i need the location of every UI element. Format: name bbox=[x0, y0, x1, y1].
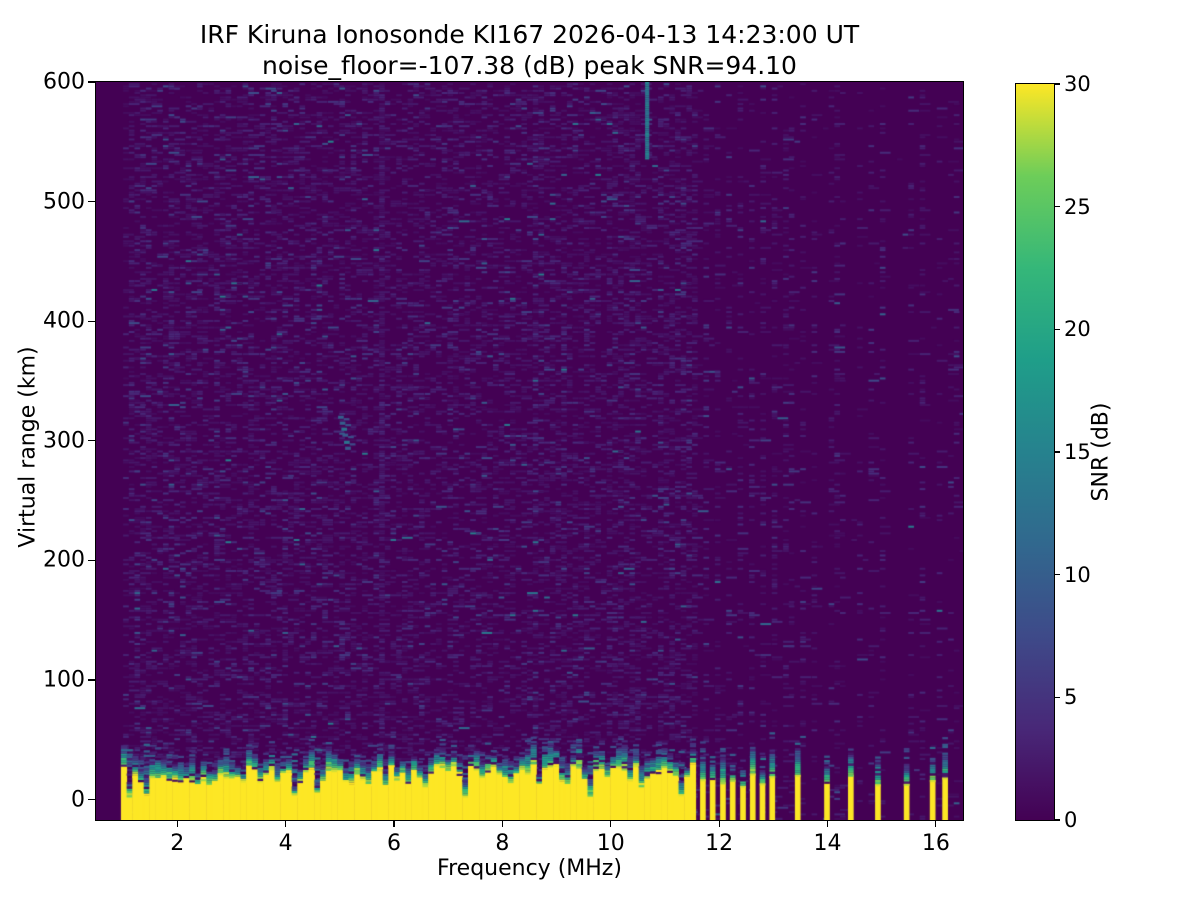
colorbar-tick-mark bbox=[1054, 696, 1060, 698]
y-tick-mark bbox=[88, 440, 95, 442]
colorbar-label: SNR (dB) bbox=[1088, 402, 1114, 502]
x-tick-mark bbox=[393, 820, 395, 827]
colorbar-tick-mark bbox=[1054, 451, 1060, 453]
x-tick-mark bbox=[935, 820, 937, 827]
x-tick-label: 14 bbox=[813, 831, 842, 856]
figure-title: IRF Kiruna Ionosonde KI167 2026-04-13 14… bbox=[96, 19, 963, 81]
plot-area bbox=[95, 81, 964, 821]
y-tick-mark bbox=[88, 81, 95, 83]
colorbar-tick-label: 25 bbox=[1064, 194, 1091, 219]
colorbar-tick-mark bbox=[1054, 328, 1060, 330]
x-tick-label: 12 bbox=[705, 831, 734, 856]
colorbar-tick-label: 0 bbox=[1064, 808, 1078, 832]
x-tick-label: 10 bbox=[596, 831, 625, 856]
colorbar-tick-label: 30 bbox=[1064, 72, 1091, 96]
y-tick-mark bbox=[88, 201, 95, 203]
x-axis-label: Frequency (MHz) bbox=[437, 856, 622, 881]
y-tick-mark bbox=[88, 559, 95, 562]
x-tick-label: 2 bbox=[170, 831, 185, 856]
colorbar-tick-label: 20 bbox=[1064, 317, 1091, 342]
colorbar-tick-mark bbox=[1054, 83, 1060, 85]
ionogram-heatmap bbox=[96, 82, 963, 820]
x-tick-label: 16 bbox=[921, 831, 950, 856]
x-tick-mark bbox=[718, 820, 720, 827]
x-tick-label: 6 bbox=[387, 831, 402, 856]
colorbar-tick-mark bbox=[1054, 206, 1060, 208]
y-tick-label: 200 bbox=[43, 547, 85, 573]
colorbar-tick-label: 5 bbox=[1064, 685, 1078, 710]
x-tick-mark bbox=[826, 820, 829, 827]
x-tick-mark bbox=[610, 820, 612, 827]
x-tick-mark bbox=[285, 820, 287, 827]
colorbar bbox=[1015, 83, 1055, 821]
y-tick-label: 100 bbox=[43, 667, 85, 693]
x-tick-label: 8 bbox=[495, 831, 510, 856]
y-tick-label: 0 bbox=[71, 787, 85, 813]
title-line-2: noise_floor=-107.38 (dB) peak SNR=94.10 bbox=[262, 51, 797, 80]
colorbar-tick-label: 10 bbox=[1064, 562, 1091, 587]
x-tick-mark bbox=[176, 820, 178, 827]
y-tick-mark bbox=[88, 679, 95, 681]
y-tick-label: 500 bbox=[43, 189, 85, 215]
y-tick-mark bbox=[88, 799, 95, 801]
y-tick-label: 300 bbox=[43, 428, 85, 454]
colorbar-tick-mark bbox=[1054, 819, 1060, 821]
x-tick-label: 4 bbox=[278, 831, 293, 856]
x-tick-mark bbox=[501, 820, 503, 827]
colorbar-tick-label: 15 bbox=[1064, 440, 1091, 464]
y-tick-label: 400 bbox=[43, 308, 85, 334]
colorbar-tick-mark bbox=[1054, 574, 1060, 576]
title-line-1: IRF Kiruna Ionosonde KI167 2026-04-13 14… bbox=[199, 20, 860, 49]
y-tick-label: 600 bbox=[43, 69, 85, 95]
y-tick-mark bbox=[88, 320, 95, 322]
